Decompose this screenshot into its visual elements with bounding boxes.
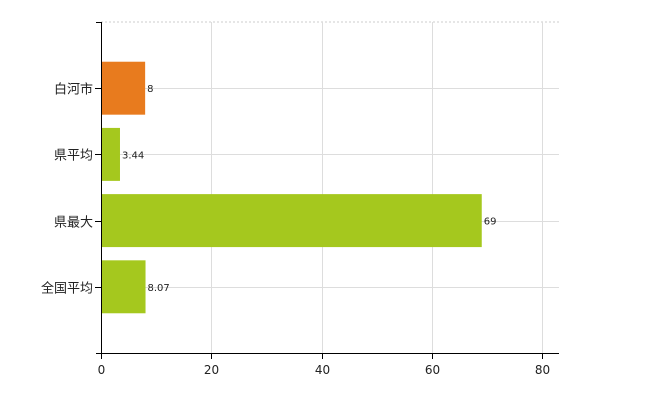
category-label: 県平均 xyxy=(54,149,93,164)
category-label: 県最大 xyxy=(54,216,93,231)
x-tick-label: 40 xyxy=(315,363,330,377)
axes xyxy=(95,22,559,359)
data-label: 69 xyxy=(484,217,497,228)
gridlines xyxy=(101,21,559,353)
x-tick-label: 60 xyxy=(425,363,440,377)
data-label: 3.44 xyxy=(122,150,144,161)
bar xyxy=(101,194,482,248)
x-tick-label: 0 xyxy=(98,363,106,377)
bar xyxy=(101,61,146,115)
bars xyxy=(101,61,482,314)
category-label: 白河市 xyxy=(54,82,93,98)
data-label: 8.07 xyxy=(148,283,170,294)
data-label: 8 xyxy=(147,84,153,95)
category-label: 全国平均 xyxy=(41,281,93,297)
bar xyxy=(101,127,120,181)
x-tick-label: 20 xyxy=(204,363,219,377)
bar xyxy=(101,260,146,314)
x-tick-label: 80 xyxy=(535,363,550,377)
